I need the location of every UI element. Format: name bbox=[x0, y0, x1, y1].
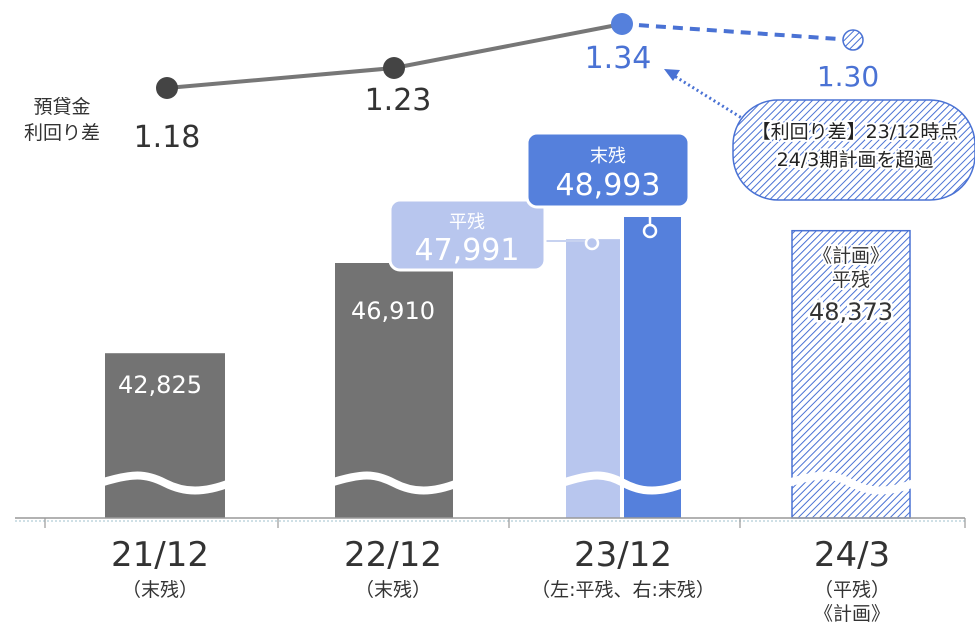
category-label: 23/12 bbox=[574, 535, 672, 575]
plan-bar-label: 《計画》 bbox=[813, 245, 889, 267]
callout-dot bbox=[584, 235, 600, 251]
plan-bar-label: 平残 bbox=[832, 269, 870, 291]
spread-line-plan-segment bbox=[621, 22, 854, 42]
series-name-line-1: 預貸金 bbox=[33, 96, 90, 118]
spread-line-segment bbox=[166, 66, 395, 90]
callout-connector bbox=[545, 236, 593, 242]
annotation-text-line-1: 【利回り差】23/12時点 bbox=[752, 121, 959, 143]
category-sublabel: （末残） bbox=[122, 579, 198, 601]
category-sublabel: （左:平残、右:末残） bbox=[531, 579, 715, 601]
axis-break-wave bbox=[98, 471, 232, 495]
callout-dot bbox=[642, 223, 658, 239]
axis-break-wave bbox=[560, 471, 687, 495]
callout-box-avg bbox=[388, 198, 547, 272]
spread-value-label: 1.18 bbox=[134, 120, 201, 155]
bar-value-label: 42,825 bbox=[118, 371, 202, 399]
bar-23-12-末残 bbox=[624, 217, 681, 518]
spread-line-segment bbox=[393, 22, 623, 70]
callout-value: 47,991 bbox=[415, 233, 520, 268]
category-label: 24/3 bbox=[814, 535, 890, 575]
annotation-arrow-line bbox=[667, 70, 746, 122]
bar-23-12-平残 bbox=[566, 239, 620, 519]
spread-value-label: 1.30 bbox=[817, 60, 879, 93]
category-sublabel: （末残） bbox=[355, 579, 431, 601]
callout-title: 末残 bbox=[590, 146, 626, 167]
axis-break-wave bbox=[328, 471, 460, 495]
spread-point-24-3-plan bbox=[842, 29, 864, 51]
spread-point-21-12 bbox=[156, 77, 178, 99]
callout-value: 48,993 bbox=[556, 168, 661, 203]
spread-point-23-12 bbox=[611, 13, 633, 35]
category-label: 22/12 bbox=[344, 535, 442, 575]
category-sublabel: （平残） bbox=[814, 579, 890, 601]
annotation-bubble bbox=[732, 99, 975, 201]
spread-value-label: 1.34 bbox=[585, 41, 652, 76]
category-sublabel-2: 《計画》 bbox=[814, 603, 890, 625]
bar-value-label: 46,910 bbox=[351, 297, 435, 325]
category-label: 21/12 bbox=[111, 535, 209, 575]
axis-break-wave bbox=[786, 471, 916, 495]
bar-value-label: 48,373 bbox=[809, 298, 893, 326]
annotation-text-line-2: 24/3期計画を超過 bbox=[777, 149, 934, 171]
spread-value-label: 1.23 bbox=[365, 83, 432, 118]
callout-title: 平残 bbox=[449, 212, 485, 233]
series-name-line-2: 利回り差 bbox=[24, 122, 100, 144]
spread-point-22-12 bbox=[383, 57, 405, 79]
callout-box-end bbox=[525, 131, 691, 209]
bar-24-3-計画平残 bbox=[791, 229, 911, 519]
annotation-arrow-head bbox=[664, 69, 680, 81]
